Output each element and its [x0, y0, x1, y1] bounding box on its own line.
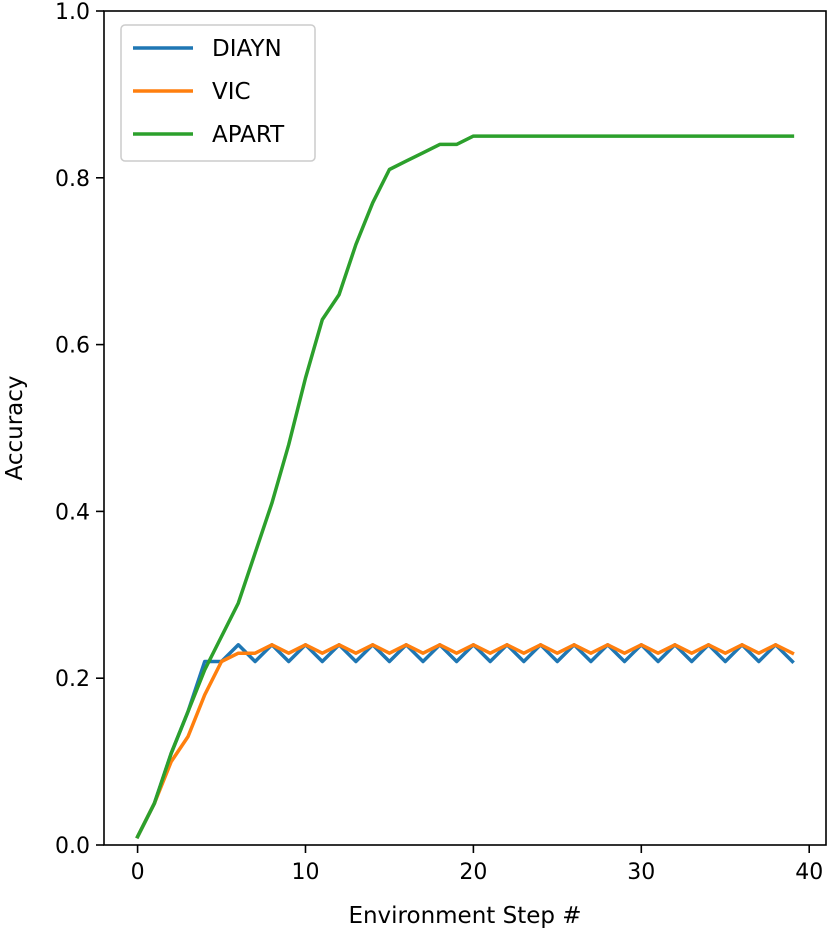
y-tick-label: 0.2 — [55, 667, 90, 692]
legend-label-apart: APART — [212, 122, 285, 148]
x-tick-label: 0 — [131, 860, 145, 885]
y-axis-label: Accuracy — [2, 375, 28, 480]
legend-label-diayn: DIAYN — [212, 36, 282, 62]
x-tick-label: 40 — [795, 860, 823, 885]
x-tick-label: 30 — [627, 860, 655, 885]
y-tick-label: 0.6 — [55, 334, 90, 359]
legend-box — [120, 24, 316, 162]
x-axis-label: Environment Step # — [348, 903, 581, 929]
y-tick-label: 1.0 — [55, 0, 90, 25]
y-axis-ticks: 0.0 0.2 0.4 0.6 0.8 1.0 — [55, 0, 104, 859]
series-line-vic — [135, 643, 795, 840]
legend: DIAYN VIC APART — [120, 24, 316, 162]
series-layer — [135, 134, 795, 840]
legend-label-vic: VIC — [212, 79, 251, 105]
y-tick-label: 0.0 — [55, 834, 90, 859]
y-tick-label: 0.4 — [55, 500, 90, 525]
series-line-apart — [135, 134, 795, 840]
x-tick-label: 10 — [291, 860, 319, 885]
y-tick-label: 0.8 — [55, 167, 90, 192]
plot-frame — [103, 10, 827, 846]
x-axis-ticks: 0 10 20 30 40 — [131, 845, 823, 885]
x-tick-label: 20 — [459, 860, 487, 885]
